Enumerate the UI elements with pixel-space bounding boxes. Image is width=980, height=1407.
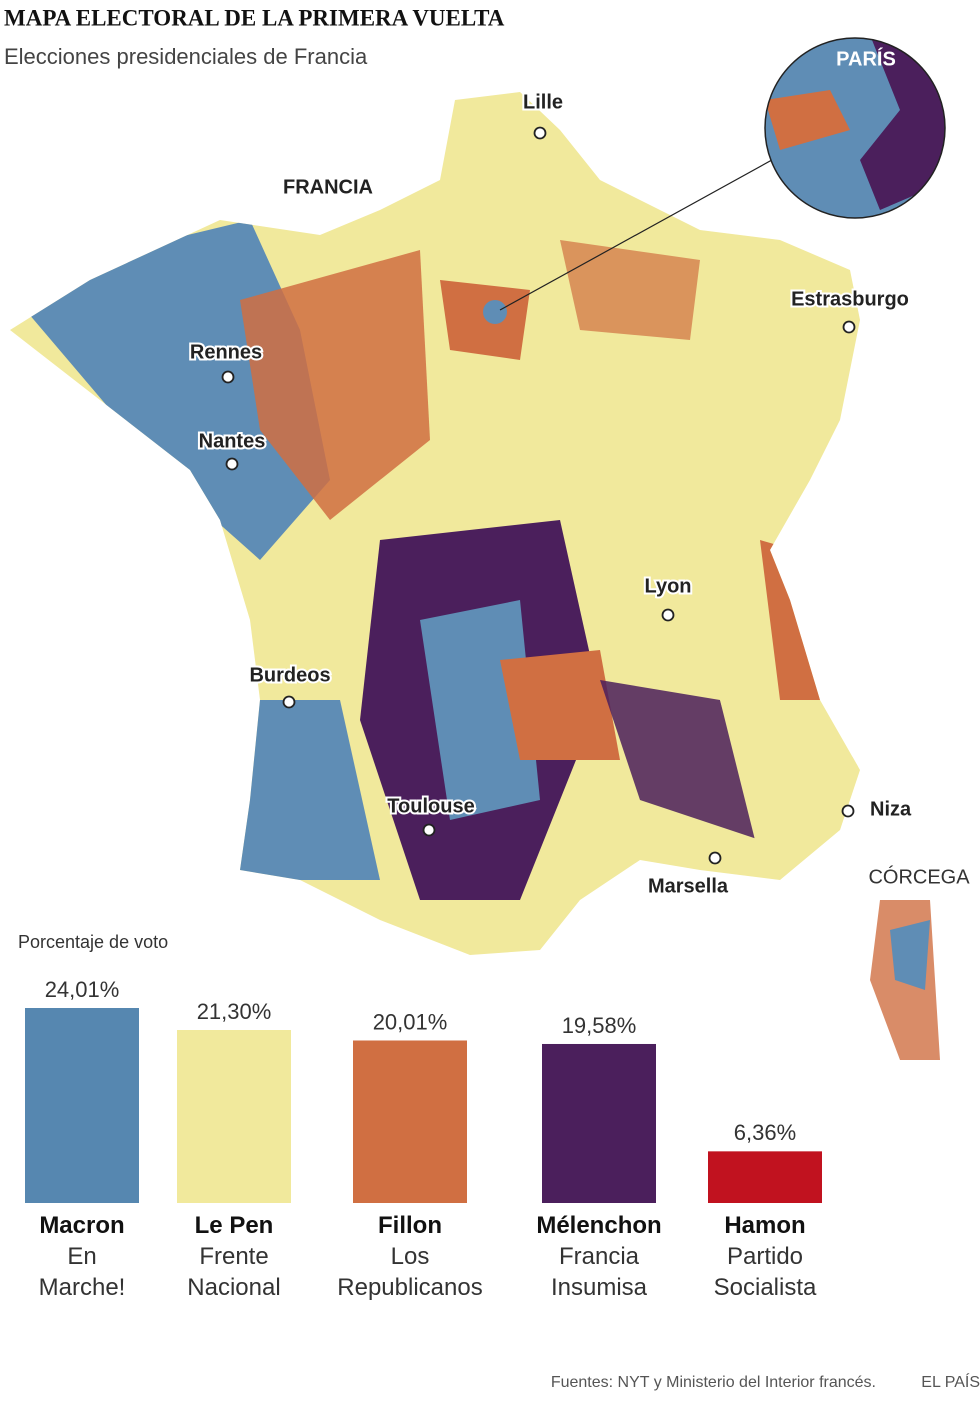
corsica-detail <box>890 920 930 990</box>
party-name: Partido <box>726 1243 804 1270</box>
party-name: Socialista <box>713 1274 817 1301</box>
inset-border <box>764 37 946 219</box>
value-label: 21,30% <box>197 999 272 1024</box>
candidate-name: Le Pen <box>194 1212 274 1239</box>
candidate-name: Hamon <box>724 1212 806 1239</box>
city-label: Nantes <box>199 430 266 452</box>
title: MAPA ELECTORAL DE LA PRIMERA VUELTA <box>4 5 505 30</box>
city-marker <box>708 851 722 865</box>
candidate-label: Macron En Marche! <box>0 1210 167 1303</box>
bar <box>25 1008 139 1203</box>
brand: EL PAÍS <box>921 1372 980 1391</box>
city-label: Marsella <box>648 875 729 897</box>
city-label: Niza <box>870 798 912 820</box>
candidate-label: Mélenchon Francia Insumisa <box>514 1210 684 1303</box>
value-label: 20,01% <box>373 1009 448 1034</box>
bar <box>542 1043 656 1203</box>
city-label: Lille <box>523 91 563 113</box>
inset-label: PARÍS <box>836 47 896 70</box>
city-marker <box>842 320 856 334</box>
party-name: Insumisa <box>550 1274 648 1301</box>
bar <box>177 1030 291 1203</box>
candidate-label: Fillon Los Republicanos <box>325 1210 495 1303</box>
country-label: FRANCIA <box>283 176 373 198</box>
chart-title: Porcentaje de voto <box>18 932 168 952</box>
corsica-label: CÓRCEGA <box>868 865 970 888</box>
paris-inset <box>765 38 945 218</box>
candidate-label: Le Pen Frente Nacional <box>149 1210 319 1303</box>
value-label: 24,01% <box>45 977 120 1002</box>
city-marker <box>225 457 239 471</box>
value-label: 6,36% <box>734 1120 796 1145</box>
france-map <box>10 92 860 955</box>
candidate-label: Hamon Partido Socialista <box>680 1210 850 1303</box>
bar <box>353 1040 467 1203</box>
city-marker <box>841 804 855 818</box>
city-marker <box>221 370 235 384</box>
bar <box>708 1151 822 1203</box>
party-name: Los <box>390 1243 430 1270</box>
city-marker <box>422 823 436 837</box>
party-name: Republicanos <box>337 1274 483 1301</box>
city-label: Toulouse <box>387 795 474 817</box>
party-name: Frente <box>199 1243 269 1270</box>
inset-leader <box>499 149 791 311</box>
candidate-name: Fillon <box>378 1212 442 1239</box>
party-name: Nacional <box>187 1274 281 1301</box>
city-marker <box>533 126 547 140</box>
party-name: Marche! <box>38 1274 126 1301</box>
party-name: Francia <box>558 1243 640 1270</box>
city-marker <box>282 695 296 709</box>
city-label: Burdeos <box>249 664 330 686</box>
city-label: Rennes <box>190 341 262 363</box>
value-label: 19,58% <box>562 1013 637 1038</box>
city-label: Estrasburgo <box>791 288 909 310</box>
source: Fuentes: NYT y Ministerio del Interior f… <box>551 1374 876 1391</box>
subtitle: Elecciones presidenciales de Francia <box>4 44 368 69</box>
party-name: En <box>67 1243 97 1270</box>
city-marker <box>661 608 675 622</box>
candidate-name: Mélenchon <box>536 1212 662 1239</box>
candidate-name: Macron <box>39 1212 125 1239</box>
city-label: Lyon <box>644 575 691 597</box>
